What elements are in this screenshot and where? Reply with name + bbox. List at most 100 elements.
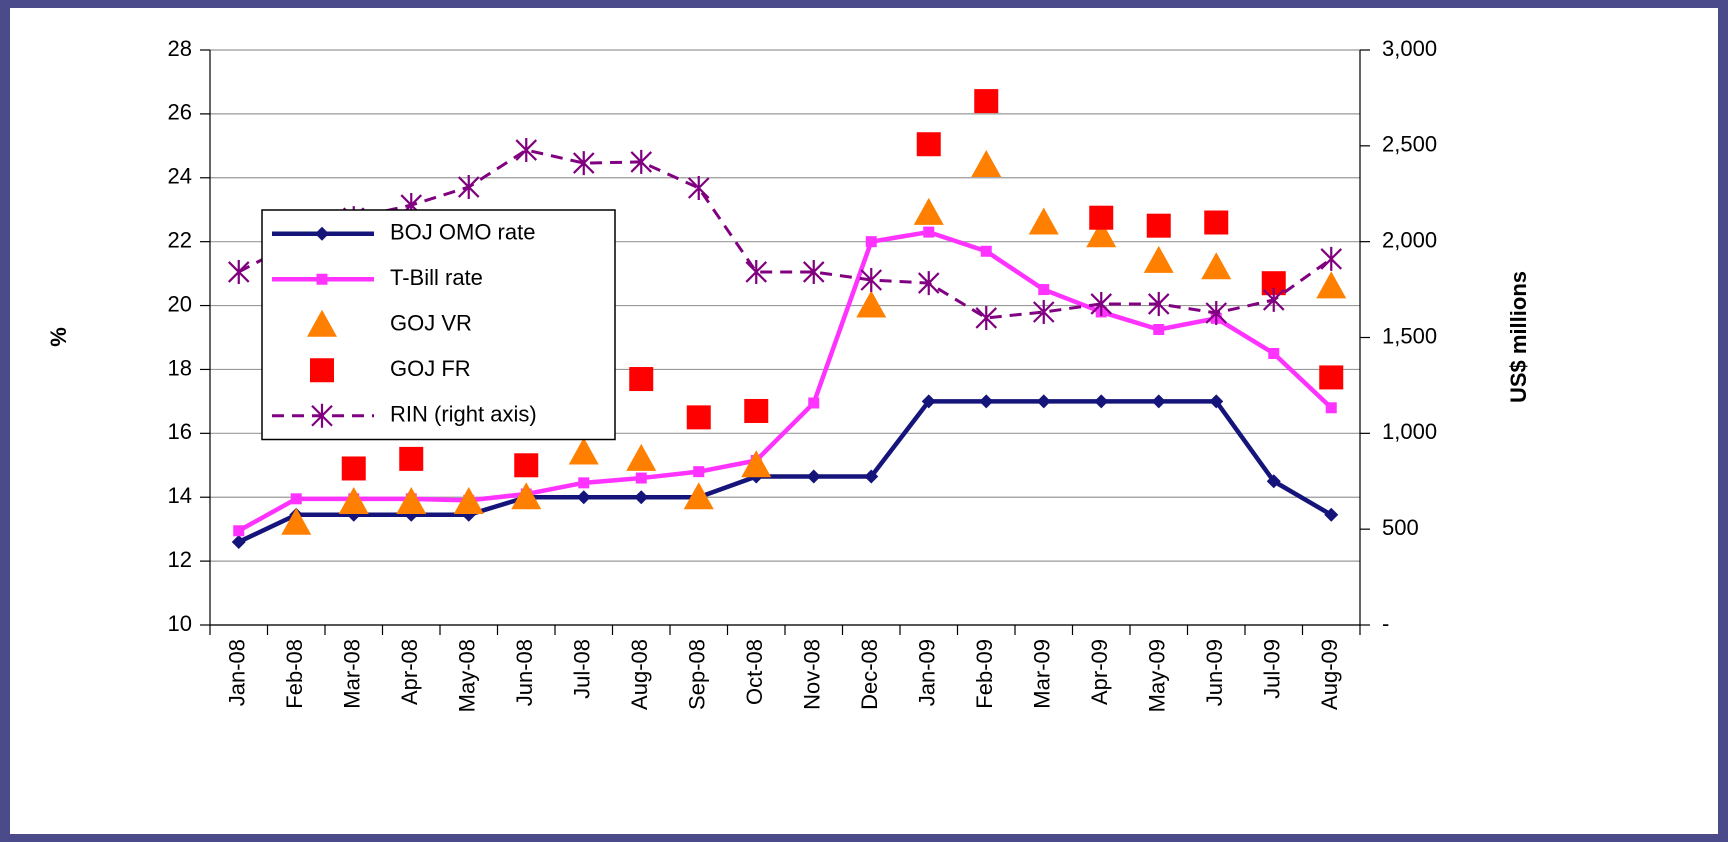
data-point xyxy=(1094,394,1109,409)
data-point xyxy=(686,405,711,430)
y-tick-label: 20 xyxy=(168,291,192,316)
data-point xyxy=(457,175,480,200)
data-point xyxy=(1028,207,1059,235)
data-point xyxy=(515,138,538,163)
data-point xyxy=(572,151,595,176)
data-point xyxy=(917,271,940,296)
x-tick-label: May-09 xyxy=(1145,639,1170,712)
data-point xyxy=(923,226,935,238)
legend-marker xyxy=(307,309,337,337)
series-line xyxy=(237,229,1333,533)
data-point xyxy=(921,394,936,409)
data-point xyxy=(860,268,883,292)
y2-tick-label: 500 xyxy=(1382,515,1419,540)
legend-label: BOJ OMO rate xyxy=(390,220,535,245)
x-tick-label: Jun-08 xyxy=(512,639,537,706)
data-point xyxy=(576,490,591,505)
data-point xyxy=(1201,252,1232,280)
data-point xyxy=(806,469,821,484)
data-point xyxy=(1266,474,1281,489)
legend-label: T-Bill rate xyxy=(390,265,483,290)
data-point xyxy=(1324,507,1339,522)
data-point xyxy=(979,394,994,409)
data-point xyxy=(461,507,476,522)
x-tick-label: Jun-09 xyxy=(1202,639,1227,706)
y2-tick-label: 1,000 xyxy=(1382,419,1437,444)
data-point xyxy=(341,456,366,481)
data-point xyxy=(913,197,944,225)
data-point xyxy=(578,477,590,489)
x-tick-label: Jan-08 xyxy=(225,639,250,706)
data-point xyxy=(629,367,654,392)
y2-tick-label: 1,500 xyxy=(1382,323,1437,348)
data-point xyxy=(1146,213,1171,238)
y-tick-label: 16 xyxy=(168,419,192,444)
series-line xyxy=(238,148,1333,320)
data-point xyxy=(802,259,825,284)
data-point xyxy=(231,534,246,549)
x-tick-label: Jul-09 xyxy=(1260,639,1285,699)
x-tick-label: Aug-09 xyxy=(1317,639,1342,710)
data-point xyxy=(1262,287,1285,312)
data-point xyxy=(975,305,998,330)
data-point xyxy=(1086,220,1117,248)
y-tick-label: 28 xyxy=(168,36,192,61)
x-tick-label: Jan-09 xyxy=(915,639,940,706)
x-tick-label: Mar-08 xyxy=(340,639,365,709)
x-tick-label: Jul-08 xyxy=(570,639,595,699)
x-tick-label: Nov-08 xyxy=(800,639,825,710)
data-point xyxy=(971,150,1002,177)
legend-label: GOJ VR xyxy=(390,311,472,336)
y-axis-label: % xyxy=(46,327,71,347)
data-point xyxy=(290,493,302,505)
data-point xyxy=(974,89,999,114)
data-point xyxy=(687,176,710,200)
data-point xyxy=(745,259,768,284)
y-tick-label: 18 xyxy=(168,355,192,380)
y-tick-label: 26 xyxy=(168,100,192,125)
x-tick-label: Sep-08 xyxy=(685,639,710,710)
data-point xyxy=(453,487,484,515)
x-tick-label: Oct-08 xyxy=(742,639,767,705)
data-point xyxy=(346,507,361,522)
data-point xyxy=(281,507,312,535)
y2-axis-label: US$ millions xyxy=(1506,271,1531,403)
data-point xyxy=(1147,291,1170,316)
y-tick-label: 22 xyxy=(168,227,192,252)
y-tick-label: 24 xyxy=(168,164,192,189)
data-point xyxy=(1143,245,1174,273)
data-point xyxy=(980,245,992,257)
data-point xyxy=(396,487,427,515)
data-point xyxy=(626,443,657,471)
y-tick-label: 10 xyxy=(168,611,192,636)
data-point xyxy=(856,290,887,318)
y2-tick-label: 3,000 xyxy=(1382,36,1437,61)
data-point xyxy=(1205,300,1228,325)
data-point xyxy=(744,398,769,423)
legend-marker xyxy=(311,403,333,428)
data-point xyxy=(1319,365,1344,390)
x-tick-label: Mar-09 xyxy=(1030,639,1055,709)
data-point xyxy=(634,490,649,505)
legend-label: RIN (right axis) xyxy=(390,402,537,427)
data-point xyxy=(233,525,245,537)
data-point xyxy=(741,450,772,478)
legend-marker xyxy=(315,226,329,241)
data-point xyxy=(1089,205,1114,230)
data-point xyxy=(1320,246,1343,271)
data-point xyxy=(693,466,705,478)
data-point xyxy=(1268,347,1280,359)
data-point xyxy=(864,469,879,484)
data-point xyxy=(916,132,941,157)
y2-tick-label: 2,000 xyxy=(1382,227,1437,252)
x-tick-label: Aug-08 xyxy=(627,639,652,710)
data-point xyxy=(404,507,419,522)
y2-tick-label: - xyxy=(1382,611,1389,636)
x-tick-label: Dec-08 xyxy=(857,639,882,710)
data-point xyxy=(399,446,424,471)
data-point xyxy=(1153,324,1165,336)
data-point xyxy=(511,482,542,510)
x-tick-label: Apr-08 xyxy=(397,639,422,705)
legend: BOJ OMO rate T-Bill rate GOJ VR GOJ FR RIN (… xyxy=(261,209,616,441)
